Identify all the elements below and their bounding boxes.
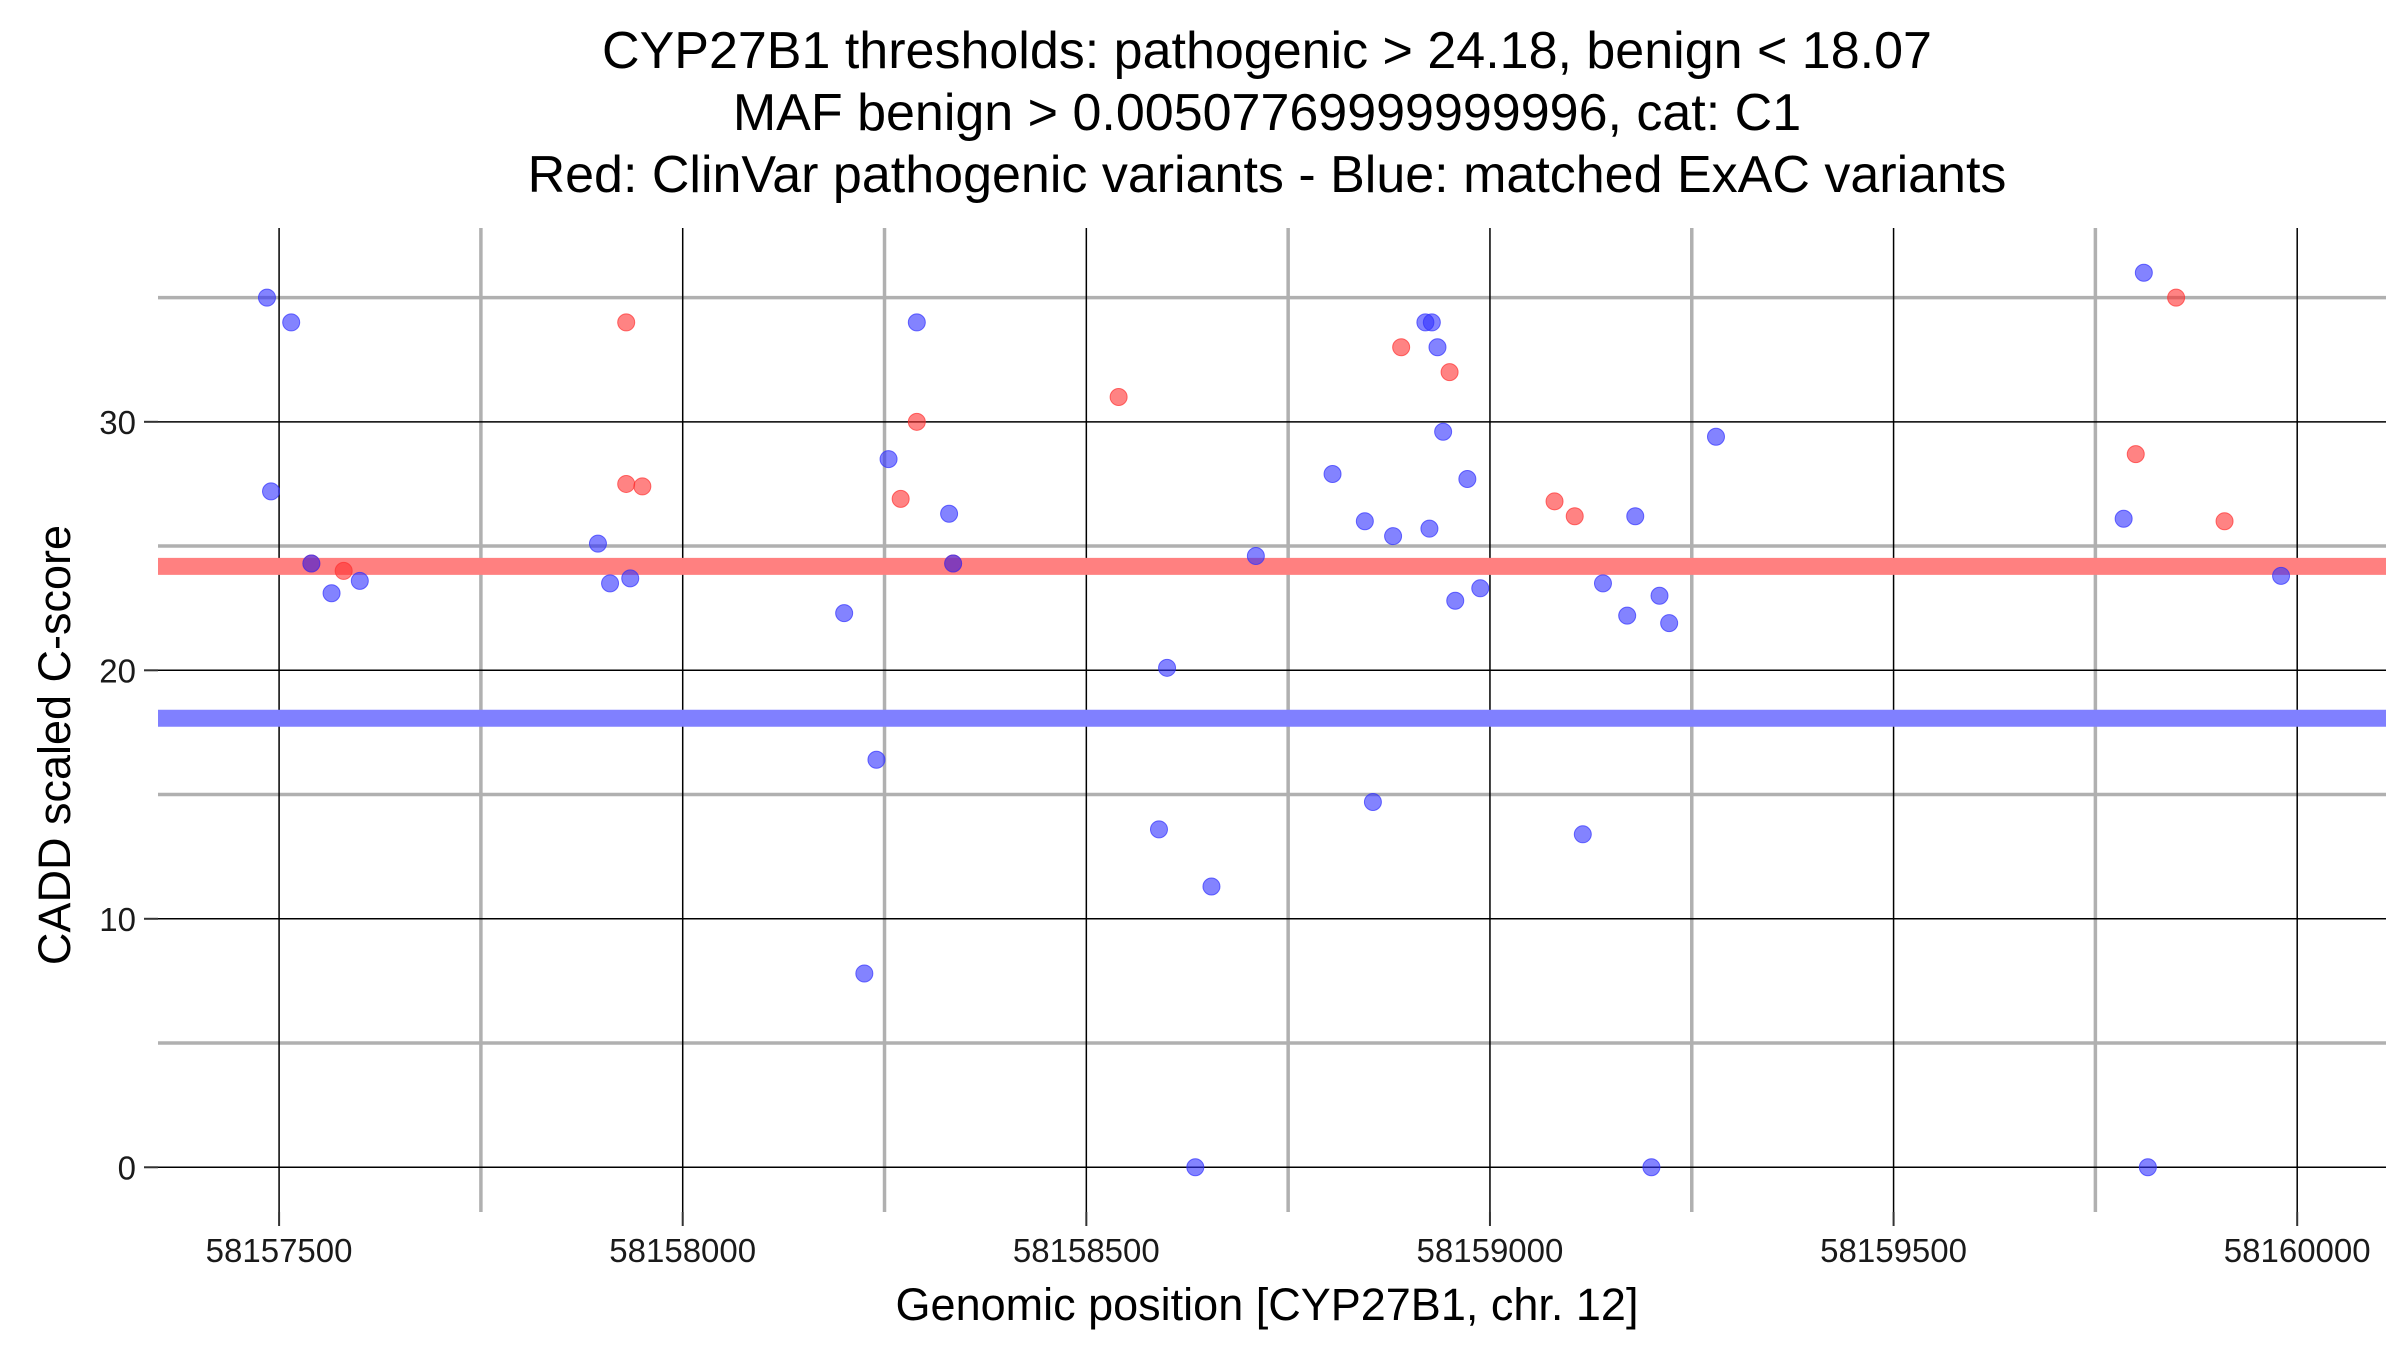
matched-exac-point bbox=[867, 750, 886, 769]
matched-exac-point bbox=[1626, 507, 1645, 526]
matched-exac-point bbox=[1355, 512, 1374, 531]
y-tick-label: 0 bbox=[118, 1149, 136, 1186]
clinvar-pathogenic-point bbox=[2167, 288, 2186, 307]
matched-exac-point bbox=[2138, 1158, 2157, 1177]
x-tick-labels: 58157500 58158000 58158500 58159000 58159500… bbox=[206, 1212, 2371, 1269]
matched-exac-point bbox=[1246, 547, 1265, 565]
matched-exac-point bbox=[1593, 574, 1612, 593]
matched-exac-point bbox=[350, 571, 369, 590]
matched-exac-point bbox=[601, 574, 620, 593]
matched-exac-point bbox=[1706, 427, 1725, 446]
x-tick-label: 58159500 bbox=[1820, 1232, 1967, 1269]
matched-exac-point bbox=[1428, 338, 1447, 357]
matched-exac-point bbox=[1642, 1158, 1661, 1177]
matched-exac-point bbox=[1650, 586, 1669, 605]
matched-exac-point bbox=[2134, 263, 2153, 282]
x-tick-label: 58158000 bbox=[609, 1232, 756, 1269]
matched-exac-point bbox=[879, 450, 898, 469]
x-axis-title: Genomic position [CYP27B1, chr. 12] bbox=[896, 1279, 1639, 1330]
x-tick-label: 58159000 bbox=[1417, 1232, 1564, 1269]
matched-exac-point bbox=[282, 313, 301, 332]
matched-exac-point bbox=[1618, 606, 1637, 625]
clinvar-pathogenic-point bbox=[907, 412, 926, 431]
clinvar-pathogenic-point bbox=[1109, 387, 1128, 406]
matched-exac-point bbox=[1202, 877, 1221, 896]
matched-exac-point bbox=[1471, 579, 1490, 598]
threshold-lines bbox=[158, 557, 2386, 727]
matched-exac-point bbox=[1323, 465, 1342, 483]
clinvar-pathogenic-point bbox=[2215, 512, 2234, 531]
matched-exac-point bbox=[1434, 422, 1453, 441]
x-tick-label: 58157500 bbox=[206, 1232, 353, 1269]
matched-exac-point bbox=[1446, 591, 1465, 610]
matched-exac-point bbox=[588, 534, 607, 553]
y-tick-label: 10 bbox=[99, 901, 136, 938]
matched-exac-point bbox=[257, 288, 276, 307]
matched-exac-point bbox=[835, 604, 854, 623]
matched-exac-point bbox=[907, 313, 926, 332]
y-tick-labels: 0 10 20 30 bbox=[99, 404, 158, 1186]
matched-exac-point bbox=[262, 482, 281, 501]
clinvar-pathogenic-point bbox=[1440, 363, 1459, 382]
clinvar-pathogenic-point bbox=[334, 561, 353, 580]
matched-exac-point bbox=[1149, 820, 1168, 839]
matched-exac-point bbox=[1186, 1158, 1205, 1177]
clinvar-pathogenic-point bbox=[1565, 507, 1584, 526]
y-tick-label: 30 bbox=[99, 404, 136, 441]
chart-title-line-1: CYP27B1 thresholds: pathogenic > 24.18, … bbox=[602, 22, 1932, 80]
y-axis-title: CADD scaled C-score bbox=[29, 525, 80, 965]
matched-exac-point bbox=[1458, 469, 1477, 488]
x-tick-label: 58160000 bbox=[2224, 1232, 2371, 1269]
matched-exac-point bbox=[1573, 825, 1592, 844]
chart-title-line-2: MAF benign > 0.00507769999999996, cat: C… bbox=[733, 84, 1801, 142]
clinvar-pathogenic-point bbox=[1392, 338, 1411, 357]
matched-exac-point bbox=[1158, 658, 1177, 677]
matched-exac-point bbox=[940, 504, 959, 523]
matched-exac-point bbox=[2114, 509, 2133, 528]
matched-exac-point bbox=[1660, 614, 1679, 633]
chart-title-line-3: Red: ClinVar pathogenic variants - Blue:… bbox=[528, 146, 2007, 204]
matched-exac-point bbox=[1384, 527, 1403, 546]
matched-exac-point bbox=[322, 584, 341, 603]
matched-exac-point bbox=[1420, 519, 1439, 538]
clinvar-pathogenic-point bbox=[633, 477, 652, 496]
clinvar-pathogenic-point bbox=[617, 474, 636, 493]
matched-exac-point bbox=[855, 964, 874, 983]
matched-exac-point bbox=[302, 554, 321, 573]
y-tick-label: 20 bbox=[99, 652, 136, 689]
clinvar-pathogenic-point bbox=[1545, 492, 1564, 511]
data-points bbox=[257, 263, 2291, 1177]
clinvar-pathogenic-point bbox=[2126, 445, 2145, 464]
clinvar-pathogenic-point bbox=[617, 313, 636, 332]
matched-exac-point bbox=[2272, 566, 2291, 585]
clinvar-pathogenic-point bbox=[891, 489, 910, 508]
matched-exac-point bbox=[1363, 793, 1382, 811]
matched-exac-point bbox=[621, 569, 640, 588]
matched-exac-point bbox=[1422, 313, 1441, 332]
x-tick-label: 58158500 bbox=[1013, 1232, 1160, 1269]
matched-exac-point bbox=[944, 554, 963, 573]
